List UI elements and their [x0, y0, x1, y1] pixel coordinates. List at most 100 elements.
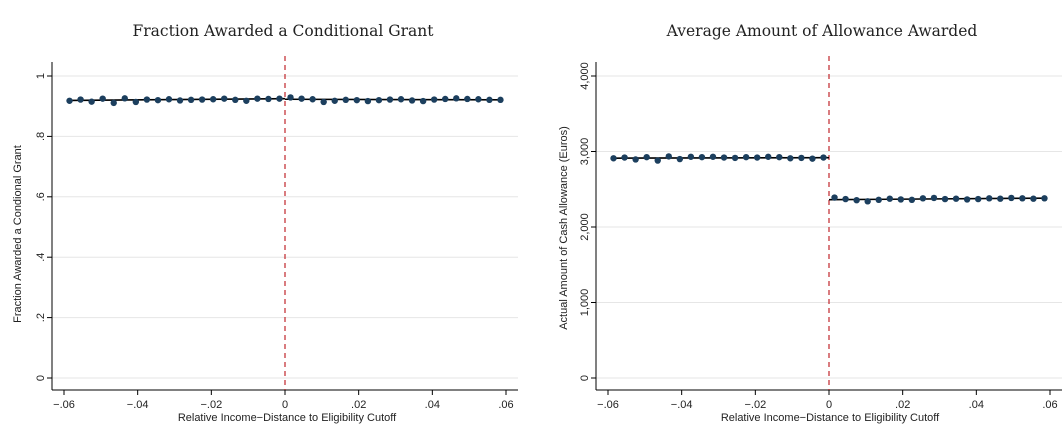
data-point [99, 95, 106, 102]
data-point [720, 154, 728, 161]
y-tick-label: 1 [35, 73, 47, 79]
data-point [621, 154, 628, 161]
data-point [442, 95, 449, 103]
data-point [997, 195, 1004, 202]
data-point [831, 194, 838, 201]
data-point [287, 94, 294, 101]
data-point [886, 195, 893, 202]
y-tick-label: .6 [35, 192, 47, 201]
data-point [654, 157, 661, 164]
data-point [453, 95, 460, 102]
x-tick-label: −.04 [671, 399, 693, 411]
data-point [952, 195, 960, 202]
data-point [209, 96, 217, 103]
data-point [176, 97, 184, 104]
data-point [232, 96, 239, 104]
x-tick-label: .04 [425, 399, 440, 411]
data-point [143, 96, 151, 103]
data-point [919, 195, 927, 202]
chart-title: Fraction Awarded a Conditional Grant [133, 22, 435, 40]
data-point [809, 155, 816, 162]
data-point [1041, 195, 1048, 202]
data-point [986, 195, 993, 202]
data-point [776, 153, 783, 161]
x-tick-label: .02 [351, 399, 366, 411]
data-point [908, 196, 916, 204]
data-point [820, 154, 827, 161]
x-tick-label: .04 [969, 399, 984, 411]
data-point [320, 98, 327, 106]
y-tick-label: 1,000 [579, 289, 591, 317]
x-tick-label: .02 [895, 399, 910, 411]
x-tick-label: .06 [1042, 399, 1057, 411]
data-point [765, 153, 772, 160]
x-tick-label: −.02 [744, 399, 766, 411]
data-point [486, 96, 493, 104]
data-point [1008, 194, 1015, 202]
data-point [88, 98, 95, 105]
data-point [475, 96, 482, 103]
data-point [963, 196, 971, 203]
data-point [77, 96, 84, 103]
data-point [298, 95, 305, 102]
data-point [386, 96, 394, 103]
data-point [632, 156, 639, 163]
data-point [353, 96, 361, 104]
data-point [687, 153, 695, 160]
data-point [941, 195, 949, 203]
data-point [364, 97, 372, 105]
data-point [1019, 195, 1026, 202]
data-point [121, 95, 128, 102]
y-tick-label: 3,000 [579, 138, 591, 166]
data-point [842, 195, 849, 203]
data-point [243, 97, 250, 104]
x-tick-label: 0 [282, 399, 288, 411]
data-point [110, 99, 117, 107]
y-axis-label: Fraction Awarded a Condional Grant [12, 145, 24, 323]
data-point [731, 154, 739, 162]
data-point [742, 153, 750, 161]
x-tick-label: 0 [826, 399, 832, 411]
x-tick-label: −.02 [200, 399, 222, 411]
data-point [709, 153, 717, 160]
y-tick-label: .4 [35, 253, 47, 262]
x-axis-label: Relative Income−Distance to Eligibility … [721, 412, 940, 424]
data-point [419, 97, 427, 105]
data-point [397, 96, 405, 103]
data-point [787, 155, 794, 162]
y-tick-label: 0 [35, 375, 47, 381]
data-point [309, 96, 316, 103]
chart-title: Average Amount of Allowance Awarded [666, 22, 978, 40]
data-point [132, 98, 140, 106]
data-point [464, 95, 471, 103]
y-tick-label: 0 [579, 375, 591, 381]
data-point [408, 97, 416, 104]
data-point [798, 154, 805, 162]
data-point [1030, 195, 1037, 202]
data-point [698, 153, 706, 161]
y-tick-label: 4,000 [579, 62, 591, 90]
data-point [930, 194, 938, 202]
data-point [643, 153, 650, 161]
data-point [187, 96, 195, 104]
x-tick-label: .06 [498, 399, 513, 411]
data-point [665, 153, 672, 160]
data-point [676, 155, 684, 163]
x-tick-label: −.04 [127, 399, 149, 411]
data-point [897, 196, 905, 203]
data-point [342, 96, 349, 104]
panel-fraction-awarded: Fraction Awarded a Conditional Grant Rel… [12, 22, 518, 424]
y-tick-label: .2 [35, 313, 47, 322]
x-axis-label: Relative Income−Distance to Eligibility … [178, 412, 397, 424]
y-tick-label: 2,000 [579, 213, 591, 241]
data-point [497, 96, 504, 104]
data-point [254, 95, 261, 102]
y-axis-label: Actual Amount of Cash Allowance (Euros) [558, 126, 570, 330]
data-point [165, 96, 173, 103]
x-tick-label: −.06 [53, 399, 75, 411]
data-point [753, 154, 761, 161]
data-point [221, 95, 228, 102]
data-point [276, 95, 283, 102]
data-point [430, 96, 438, 103]
